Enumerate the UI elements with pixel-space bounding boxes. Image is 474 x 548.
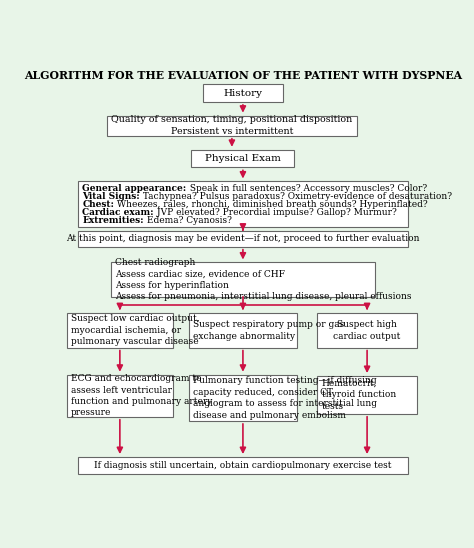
Text: Edema? Cyanosis?: Edema? Cyanosis? (144, 216, 232, 225)
FancyBboxPatch shape (318, 376, 417, 414)
Text: Hematocrit,
thyroid function
tests: Hematocrit, thyroid function tests (322, 379, 396, 411)
FancyBboxPatch shape (189, 313, 297, 347)
Text: Quality of sensation, timing, positional disposition
Persistent vs intermittent: Quality of sensation, timing, positional… (111, 116, 353, 136)
FancyBboxPatch shape (66, 375, 173, 417)
Text: Suspect low cardiac output,
myocardial ischemia, or
pulmonary vascular disease: Suspect low cardiac output, myocardial i… (71, 315, 200, 346)
Text: Chest:: Chest: (82, 199, 114, 209)
Text: Vital Signs:: Vital Signs: (82, 192, 140, 201)
Text: Chest radiograph
Assess cardiac size, evidence of CHF
Assess for hyperinflation
: Chest radiograph Assess cardiac size, ev… (115, 258, 411, 301)
FancyBboxPatch shape (110, 262, 375, 297)
Text: Tachypnea? Pulsus paradoxus? Oximetry-evidence of desaturation?: Tachypnea? Pulsus paradoxus? Oximetry-ev… (140, 192, 452, 201)
FancyBboxPatch shape (191, 150, 294, 168)
FancyBboxPatch shape (202, 84, 283, 102)
Text: ALGORITHM FOR THE EVALUATION OF THE PATIENT WITH DYSPNEA: ALGORITHM FOR THE EVALUATION OF THE PATI… (24, 70, 462, 81)
FancyBboxPatch shape (66, 313, 173, 347)
Text: At this point, diagnosis may be evident—if not, proceed to further evaluation: At this point, diagnosis may be evident—… (66, 234, 419, 243)
FancyBboxPatch shape (318, 313, 417, 347)
Text: History: History (223, 89, 263, 98)
Text: ECG and echocardiogram to
assess left ventricular
function and pulmonary artery
: ECG and echocardiogram to assess left ve… (71, 374, 212, 418)
Text: General appearance:: General appearance: (82, 184, 187, 193)
Text: Suspect high
cardiac output: Suspect high cardiac output (333, 320, 401, 340)
Text: Physical Exam: Physical Exam (205, 154, 281, 163)
FancyBboxPatch shape (189, 375, 297, 421)
Text: Speak in full sentences? Accessory muscles? Color?: Speak in full sentences? Accessory muscl… (187, 184, 427, 193)
Text: JVP elevated? Precordial impulse? Gallop? Murmur?: JVP elevated? Precordial impulse? Gallop… (154, 208, 397, 216)
Text: If diagnosis still uncertain, obtain cardiopulmonary exercise test: If diagnosis still uncertain, obtain car… (94, 461, 392, 470)
Text: Pulmonary function testing—if diffusing
capacity reduced, consider CT
angiogram : Pulmonary function testing—if diffusing … (193, 376, 377, 420)
FancyBboxPatch shape (78, 181, 408, 227)
FancyBboxPatch shape (78, 231, 408, 247)
Text: Wheezes, rales, rhonchi, diminished breath sounds? Hyperinflated?: Wheezes, rales, rhonchi, diminished brea… (114, 199, 428, 209)
Text: Extremities:: Extremities: (82, 216, 144, 225)
Text: Suspect respiratory pump or gas
exchange abnormality: Suspect respiratory pump or gas exchange… (193, 320, 345, 340)
Text: Cardiac exam:: Cardiac exam: (82, 208, 154, 216)
FancyBboxPatch shape (107, 116, 357, 136)
FancyBboxPatch shape (78, 457, 408, 474)
